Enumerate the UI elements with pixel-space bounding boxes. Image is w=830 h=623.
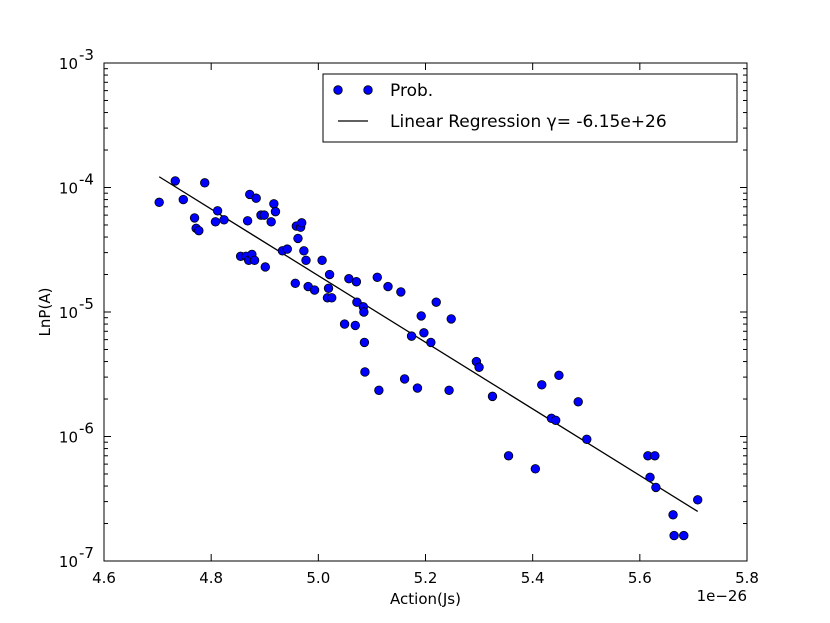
data-point	[474, 362, 484, 372]
data-point	[170, 176, 180, 186]
x-tick-label: 5.8	[735, 569, 759, 587]
data-point	[693, 495, 703, 505]
data-point	[210, 217, 221, 227]
data-point	[582, 434, 592, 444]
plot-area	[154, 176, 703, 541]
data-point	[383, 281, 393, 292]
x-axis-offset-label: 1e−26	[697, 587, 747, 605]
data-point	[372, 272, 382, 282]
data-point	[503, 451, 514, 461]
data-point	[668, 510, 678, 520]
data-point	[530, 464, 541, 474]
data-point	[260, 262, 270, 272]
data-point	[651, 482, 661, 493]
data-point	[194, 225, 204, 236]
y-axis-label: LnP(A)	[36, 288, 54, 337]
data-point	[426, 337, 436, 348]
data-point	[351, 277, 362, 287]
legend-marker	[363, 85, 373, 95]
data-point	[360, 367, 370, 377]
data-point	[650, 451, 660, 461]
data-point	[679, 530, 689, 541]
data-point	[339, 319, 350, 329]
axis-ticks: 4.6 4.8 5.0 5.2 5.4 5.6 5.810-710-610-510 -410-…	[59, 46, 759, 587]
data-point	[282, 244, 292, 254]
y-tick-label: 10	[59, 429, 78, 447]
data-point	[352, 297, 362, 307]
y-tick-exponent: -6	[79, 420, 94, 438]
data-point	[293, 233, 303, 244]
x-tick-label: 5.4	[521, 569, 545, 587]
data-point	[212, 206, 223, 216]
data-point	[537, 380, 547, 390]
data-point	[301, 255, 311, 266]
data-point	[309, 285, 320, 295]
data-point	[396, 287, 406, 297]
x-tick-label: 4.6	[92, 569, 116, 587]
data-point	[299, 246, 309, 256]
data-point	[251, 193, 261, 203]
data-point	[189, 213, 200, 223]
data-point	[323, 283, 334, 294]
data-point	[551, 415, 561, 425]
data-point	[178, 194, 189, 205]
y-tick-exponent: -5	[79, 295, 94, 313]
data-point	[154, 197, 164, 208]
legend-marker	[333, 85, 343, 95]
data-point	[359, 307, 369, 317]
data-point	[327, 293, 337, 303]
x-tick-label: 4.8	[199, 569, 223, 587]
data-point	[444, 385, 454, 396]
y-tick-label: 10	[59, 553, 78, 571]
data-point	[317, 255, 327, 266]
data-point	[259, 210, 269, 220]
legend: Prob. Linear Regression γ= -6.15e+26	[322, 73, 738, 143]
y-tick-exponent: -7	[79, 544, 94, 562]
data-point	[554, 370, 564, 381]
y-tick-label: 10	[59, 180, 78, 198]
data-point	[200, 178, 210, 188]
data-point	[219, 215, 229, 225]
data-point	[249, 255, 260, 266]
y-tick-label: 10	[59, 304, 78, 322]
legend-label: Linear Regression γ= -6.15e+26	[390, 112, 667, 132]
data-point	[416, 311, 426, 321]
data-point	[297, 218, 307, 228]
data-point	[573, 397, 583, 407]
data-point	[419, 328, 429, 338]
y-tick-exponent: -4	[79, 171, 94, 189]
x-tick-label: 5.0	[306, 569, 330, 587]
legend-label: Prob.	[390, 81, 433, 101]
data-point	[324, 269, 335, 280]
data-point	[242, 216, 253, 226]
x-tick-label: 5.2	[414, 569, 438, 587]
data-point	[412, 383, 423, 393]
data-point	[374, 385, 384, 396]
y-tick-exponent: -3	[79, 46, 94, 64]
legend-box	[322, 73, 738, 143]
data-point	[431, 297, 441, 307]
y-tick-label: 10	[59, 55, 78, 73]
data-point	[406, 331, 417, 341]
data-point	[270, 206, 281, 217]
data-point	[266, 217, 276, 227]
data-point	[487, 391, 498, 402]
data-point	[269, 199, 279, 209]
data-point	[290, 278, 300, 289]
x-axis-label: Action(Js)	[390, 590, 461, 608]
data-point	[350, 320, 361, 331]
x-tick-label: 5.6	[628, 569, 652, 587]
data-point	[359, 337, 370, 348]
data-point	[399, 374, 410, 384]
data-point	[645, 472, 655, 483]
data-point	[669, 530, 679, 541]
data-point	[446, 314, 456, 324]
